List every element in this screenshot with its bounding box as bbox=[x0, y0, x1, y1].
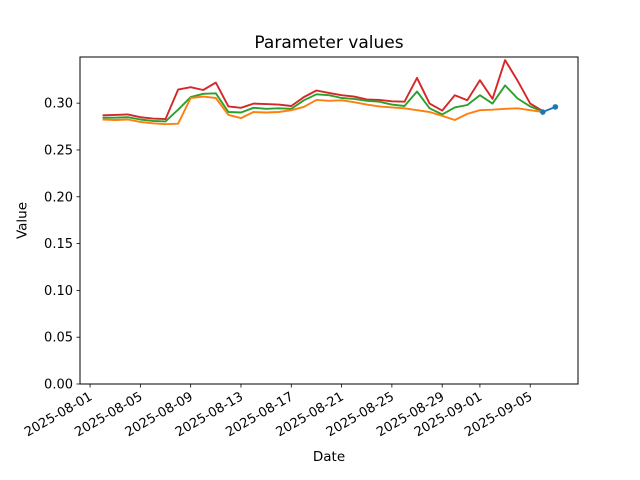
y-axis-label: Value bbox=[14, 201, 31, 240]
y-tick-label: 0.00 bbox=[44, 378, 73, 393]
y-tick-label: 0.30 bbox=[44, 97, 73, 112]
series-green-line bbox=[102, 84, 544, 123]
axes-frame bbox=[79, 56, 579, 385]
series-blue-forecast-marker bbox=[539, 109, 546, 115]
y-tick-label: 0.15 bbox=[44, 237, 73, 252]
y-tick-label: 0.20 bbox=[44, 190, 73, 205]
series-red-line bbox=[102, 59, 544, 121]
series-orange-line bbox=[102, 95, 543, 126]
chart-title: Parameter values bbox=[254, 33, 404, 53]
y-tick-label: 0.25 bbox=[44, 143, 73, 158]
x-axis-label: Date bbox=[312, 449, 346, 465]
y-tick-label: 0.05 bbox=[44, 331, 73, 346]
series-blue-forecast-marker bbox=[552, 104, 559, 110]
y-tick-label: 0.10 bbox=[44, 284, 73, 299]
